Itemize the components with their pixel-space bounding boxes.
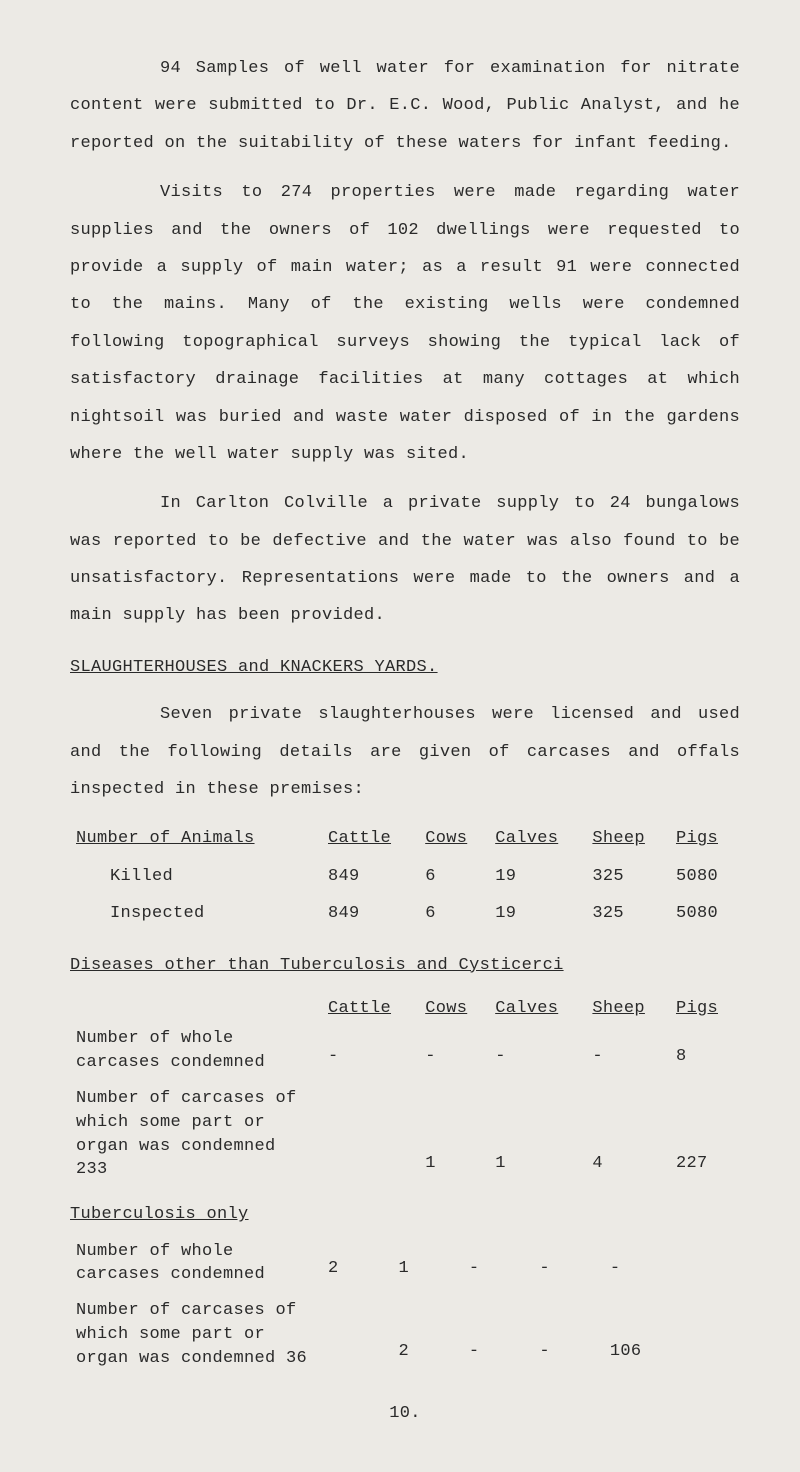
row-label: Number of carcases of bbox=[76, 1089, 297, 1108]
diseases-table: Cattle Cows Calves Sheep Pigs Number of … bbox=[70, 990, 740, 1182]
cell: - bbox=[322, 1027, 419, 1075]
col-header: Cattle bbox=[322, 990, 419, 1027]
paragraph: 94 Samples of well water for examination… bbox=[70, 50, 740, 162]
row-label: which some part or bbox=[76, 1113, 265, 1132]
cell: 2 bbox=[392, 1299, 462, 1370]
cell: - bbox=[489, 1027, 586, 1075]
cell: - bbox=[586, 1027, 670, 1075]
cell: 5080 bbox=[670, 895, 740, 932]
col-header: Sheep bbox=[586, 820, 670, 857]
section-heading: Diseases other than Tuberculosis and Cys… bbox=[70, 947, 740, 984]
row-label: carcases condemned bbox=[76, 1265, 265, 1284]
paragraph: In Carlton Colville a private supply to … bbox=[70, 485, 740, 635]
section-heading: SLAUGHTERHOUSES and KNACKERS YARDS. bbox=[70, 649, 740, 686]
cell: - bbox=[533, 1299, 603, 1370]
page-number: 10. bbox=[70, 1395, 740, 1432]
col-header: Calves bbox=[489, 990, 586, 1027]
cell: 2 bbox=[322, 1240, 392, 1288]
row-label: organ was condemned 36 bbox=[76, 1349, 307, 1368]
col-header: Pigs bbox=[670, 820, 740, 857]
cell: 5080 bbox=[670, 858, 740, 895]
cell: - bbox=[604, 1240, 740, 1288]
cell: 227 bbox=[670, 1087, 740, 1182]
col-header: Cattle bbox=[322, 820, 419, 857]
col-header: Cows bbox=[419, 990, 489, 1027]
cell: - bbox=[533, 1240, 603, 1288]
row-label: carcases condemned bbox=[76, 1053, 265, 1072]
col-header bbox=[70, 990, 322, 1027]
cell: 1 bbox=[419, 1087, 489, 1182]
row-label: Killed bbox=[70, 858, 322, 895]
cell bbox=[322, 1087, 419, 1182]
col-header: Number of Animals bbox=[70, 820, 322, 857]
cell: 106 bbox=[604, 1299, 740, 1370]
document-page: 94 Samples of well water for examination… bbox=[0, 0, 800, 1472]
section-heading: Tuberculosis only bbox=[70, 1196, 740, 1233]
row-label: Number of whole bbox=[76, 1242, 234, 1261]
tuberculosis-table: Number of whole carcases condemned 2 1 -… bbox=[70, 1240, 740, 1371]
col-header: Pigs bbox=[670, 990, 740, 1027]
cell bbox=[322, 1299, 392, 1370]
col-header: Cows bbox=[419, 820, 489, 857]
col-header: Calves bbox=[489, 820, 586, 857]
cell: 849 bbox=[322, 895, 419, 932]
paragraph: Seven private slaughterhouses were licen… bbox=[70, 696, 740, 808]
row-label: Number of carcases of bbox=[76, 1301, 297, 1320]
cell: - bbox=[419, 1027, 489, 1075]
paragraph: Visits to 274 properties were made regar… bbox=[70, 174, 740, 473]
cell: 19 bbox=[489, 895, 586, 932]
cell: 19 bbox=[489, 858, 586, 895]
row-label: organ was condemned 233 bbox=[76, 1137, 276, 1180]
animals-table: Number of Animals Cattle Cows Calves She… bbox=[70, 820, 740, 932]
row-label: Inspected bbox=[70, 895, 322, 932]
row-label: which some part or bbox=[76, 1325, 265, 1344]
cell: 6 bbox=[419, 895, 489, 932]
cell: 325 bbox=[586, 895, 670, 932]
cell: 1 bbox=[392, 1240, 462, 1288]
cell: 849 bbox=[322, 858, 419, 895]
cell: 8 bbox=[670, 1027, 740, 1075]
cell: 1 bbox=[489, 1087, 586, 1182]
col-header: Sheep bbox=[586, 990, 670, 1027]
cell: 325 bbox=[586, 858, 670, 895]
cell: - bbox=[463, 1299, 533, 1370]
cell: 4 bbox=[586, 1087, 670, 1182]
cell: 6 bbox=[419, 858, 489, 895]
row-label: Number of whole bbox=[76, 1029, 234, 1048]
cell: - bbox=[463, 1240, 533, 1288]
